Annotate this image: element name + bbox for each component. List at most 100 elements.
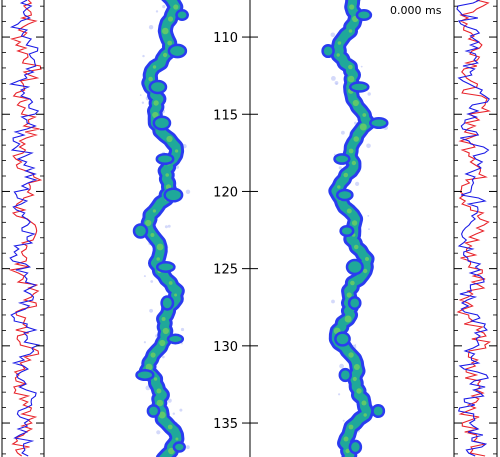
side-ticks (2, 5, 497, 455)
jet-bulge (355, 8, 373, 22)
jet-core (150, 233, 155, 237)
speckle (180, 327, 185, 332)
jet-core (351, 160, 357, 166)
jet-bulge (148, 79, 168, 95)
speckle (338, 393, 341, 396)
jet-core (356, 388, 362, 394)
speckle (331, 299, 335, 304)
jet-core (345, 448, 350, 454)
jet-core (168, 281, 173, 285)
jet-bulge (172, 441, 186, 453)
jet-core (343, 436, 349, 442)
jet-core (348, 148, 354, 154)
jet-core (166, 135, 173, 143)
speckle (330, 32, 336, 38)
jet-core (153, 100, 159, 106)
jet-core (352, 99, 359, 107)
jet-core (150, 352, 156, 358)
jet-bulge (132, 223, 149, 239)
jet-bulge (369, 116, 389, 130)
jet-core (337, 41, 342, 45)
jet-core (353, 364, 360, 370)
jet-core (361, 400, 367, 406)
speckle (367, 215, 370, 217)
speckle (341, 130, 345, 135)
jet-core (352, 376, 357, 382)
left-jet-image (132, 0, 191, 457)
speckle (181, 342, 183, 345)
jet-core (156, 399, 164, 407)
jet-core (152, 209, 156, 213)
jet-images (132, 0, 389, 457)
jet-core (162, 27, 169, 35)
jet-core (145, 363, 153, 371)
jet-core (174, 293, 178, 297)
jet-core (153, 377, 158, 381)
speckle (143, 341, 146, 344)
jet-core (336, 53, 340, 57)
jet-bulge (338, 367, 353, 383)
jet-core (152, 65, 157, 69)
jet-core (175, 437, 179, 441)
jet-core (156, 388, 162, 394)
speckle (167, 398, 172, 403)
speckle (143, 275, 146, 278)
speckle (148, 25, 154, 30)
jet-core (353, 136, 360, 142)
jet-core (363, 268, 368, 274)
jet-core (351, 220, 358, 226)
jet-bulge (175, 9, 189, 21)
speckle (175, 165, 179, 169)
speckle (164, 225, 168, 229)
jet-core (343, 172, 349, 178)
speckle (155, 10, 159, 13)
speckle (156, 430, 161, 435)
jet-core (161, 317, 166, 321)
jet-core (365, 257, 369, 261)
jet-core (173, 4, 179, 10)
speckle (172, 412, 175, 415)
right-profile-blue-line (456, 0, 490, 457)
jet-core (156, 243, 164, 251)
jet-bulge (167, 43, 188, 59)
jet-bulge (348, 439, 363, 455)
jet-core (346, 208, 352, 214)
jet-core (165, 173, 169, 177)
jet-core (346, 292, 352, 298)
jet-core (152, 111, 159, 119)
speckle (167, 224, 171, 228)
jet-core (148, 76, 153, 82)
jet-core (158, 411, 166, 419)
center-tick-label: 110 (213, 31, 238, 46)
speckle (354, 121, 357, 125)
speckle (141, 101, 145, 104)
right-jet-image (321, 0, 389, 457)
jet-core (348, 352, 354, 358)
speckle (139, 94, 142, 96)
speckle (360, 65, 363, 68)
speckle (331, 76, 336, 81)
jet-bulge (160, 295, 175, 311)
speckle (150, 280, 154, 283)
jet-core (168, 447, 175, 455)
jet-core (167, 16, 174, 22)
jet-bulge (339, 225, 355, 237)
speckle (162, 5, 166, 9)
speckle (179, 408, 183, 412)
jet-core (359, 123, 367, 131)
jet-core (363, 413, 367, 417)
jet-core (337, 185, 341, 189)
jet-bulge (371, 403, 386, 419)
speckle (149, 308, 154, 313)
time-label: 0.000 ms (390, 4, 442, 17)
speckle (367, 92, 371, 96)
jet-bulge (349, 81, 370, 93)
jet-bulge (166, 333, 185, 345)
jet-core (349, 4, 355, 10)
speckle (338, 166, 342, 170)
jet-core (162, 52, 168, 58)
center-tick-label: 115 (213, 108, 238, 123)
jet-bulge (321, 43, 335, 59)
